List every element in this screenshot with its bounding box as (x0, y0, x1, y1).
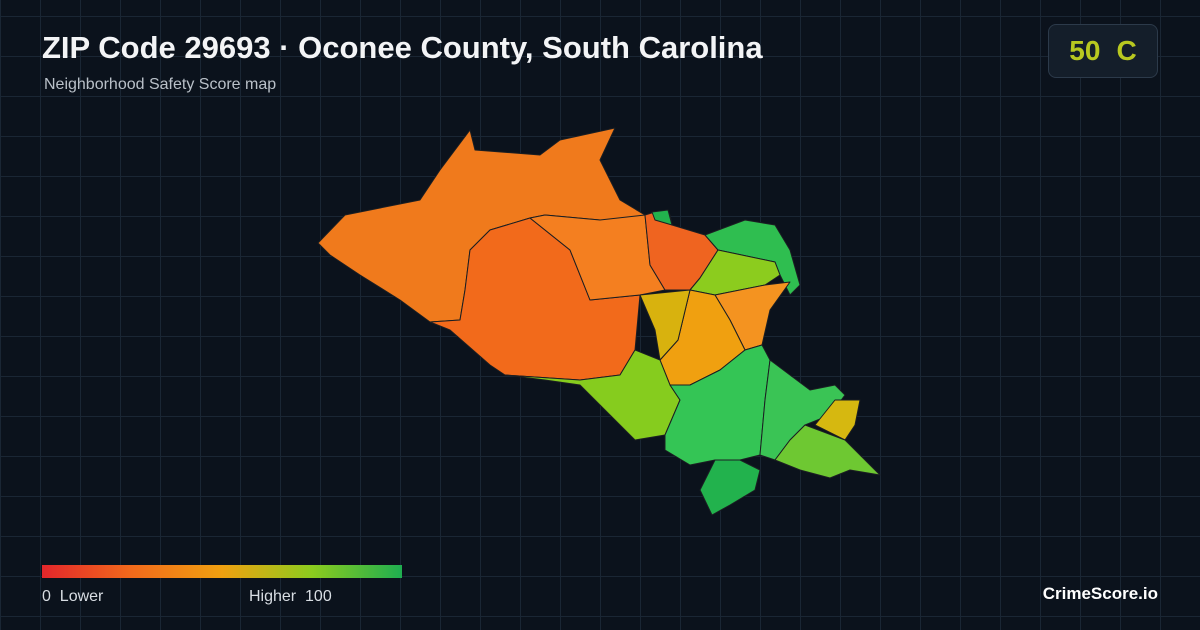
subtitle: Neighborhood Safety Score map (44, 76, 277, 93)
legend-min: 0 (42, 588, 51, 605)
brand: CrimeScore.io (1042, 584, 1158, 603)
region (814, 399, 861, 441)
legend-bar (42, 565, 402, 578)
region (651, 209, 673, 226)
legend-max-label: Higher (249, 588, 297, 605)
score-grade: C (1116, 35, 1137, 66)
legend-max: 100 (305, 588, 332, 605)
title: ZIP Code 29693 · Oconee County, South Ca… (42, 30, 763, 65)
region (699, 459, 761, 516)
region (774, 424, 881, 479)
legend-high: Higher 100 (249, 588, 332, 606)
legend-low: 0 Lower (42, 588, 103, 606)
region (639, 289, 691, 361)
score-badge: 50 C (1048, 24, 1158, 78)
score-value: 50 (1069, 35, 1101, 66)
legend-min-label: Lower (59, 588, 104, 605)
region (529, 214, 666, 301)
